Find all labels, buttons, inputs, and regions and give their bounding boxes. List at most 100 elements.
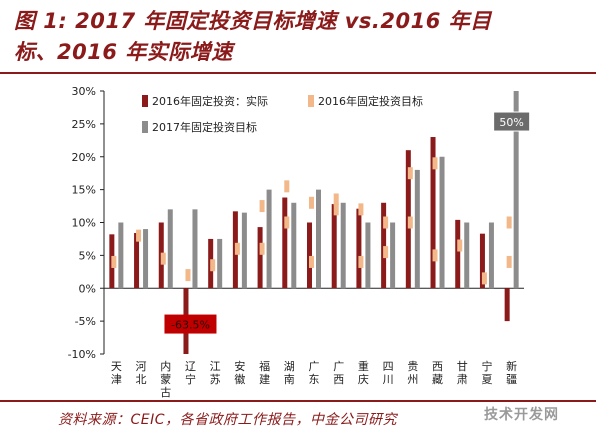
marker-2016-target-e5b9bfe4b89c (309, 255, 314, 268)
marker-2016-target-e6b2b3e58c97 (136, 229, 142, 242)
marker-2016-target-e5a4a9e6b4a5 (111, 255, 117, 268)
marker-2016-target-e9878de5ba86 (358, 255, 364, 268)
y-tick-label: 30% (72, 85, 96, 98)
marker-2016-target-e6b996e58d97 (284, 216, 290, 229)
marker-2016-target-e7a68fe5bbba (259, 242, 265, 255)
bar-2017-target-e6b2b3e58c97 (143, 229, 149, 289)
bar-2016-actual-e696b0e79686 (504, 288, 510, 322)
x-tick-label-e6b996e58d97: 湖 (284, 360, 295, 373)
x-tick-label-e5b9bfe8a5bf: 广 (333, 360, 344, 373)
y-tick-label: 10% (72, 217, 96, 230)
figure-title-line-1: 图 1: 2017 年固定投资目标增速 vs.2016 年目 (14, 9, 492, 33)
marker-2016-target-e5ae81e5a48f (481, 272, 487, 285)
x-tick-label-e8bebde5ae81: 辽 (185, 360, 196, 373)
x-tick-label-e5b9bfe4b89c: 东 (309, 373, 320, 386)
marker-2016-target-e59b9be5b79d (383, 246, 389, 259)
marker-2016-target-extra-e9878de5ba86 (358, 203, 364, 216)
bar-2016-actual-e7a68fe5bbba (257, 227, 263, 289)
x-tick-label-e5b9bfe4b89c: 广 (309, 360, 320, 373)
x-tick-label-e9878de5ba86: 重 (358, 359, 369, 373)
x-tick-label-e5a4a9e6b4a5: 津 (111, 373, 122, 386)
legend-swatch-2 (142, 121, 148, 133)
y-tick-label: -5% (75, 315, 96, 328)
marker-2016-target-extra-e8a5bfe8978f (432, 157, 438, 170)
marker-2016-target-e696b0e79686 (506, 255, 512, 268)
bar-2016-actual-e5b9bfe8a5bf (331, 204, 337, 289)
x-tick-label-e59b9be5b79d: 四 (383, 360, 394, 373)
marker-2016-target-e5b9bfe8a5bf (333, 203, 339, 216)
y-tick-label: 20% (72, 151, 96, 164)
bar-chart: -10%-5%0%5%10%15%20%25%30%天津河北内蒙古辽宁江苏安徽福… (68, 85, 531, 399)
bar-2017-target-e79498e88283 (464, 222, 470, 289)
source-note: 资料来源：CEIC，各省政府工作报告，中金公司研究 (58, 412, 398, 428)
legend-label-0: 2016年固定投资：实际 (152, 94, 268, 108)
x-tick-label-e7a68fe5bbba: 福 (259, 359, 270, 373)
x-tick-label-e6b996e58d97: 南 (284, 373, 295, 386)
legend-label-1: 2016年固定投资目标 (318, 94, 423, 108)
bar-2017-target-e5a4a9e6b4a5 (118, 222, 124, 289)
x-tick-label-e5ae89e5bebd: 徽 (234, 372, 245, 386)
marker-2016-target-e58685e89299e58fa4 (160, 252, 166, 265)
figure-title-line-2: 标、2016 年实际增速 (14, 40, 233, 64)
x-tick-label-e8bebde5ae81: 宁 (185, 372, 196, 386)
bar-2016-actual-e5b9bfe4b89c (307, 222, 312, 289)
x-tick-label-e6b19fe88b8f: 江 (210, 360, 221, 373)
bar-2016-actual-e6b996e58d97 (282, 197, 288, 289)
marker-2016-target-e8b4b5e5b79e (407, 216, 413, 229)
x-tick-label-e79498e88283: 甘 (457, 360, 468, 373)
marker-2016-target-e6b19fe88b8f (210, 259, 216, 272)
marker-2016-target-extra-e5b9bfe8a5bf (333, 193, 339, 206)
x-tick-label-e8a5bfe8978f: 西 (432, 360, 443, 373)
marker-2016-target-extra-e8b4b5e5b79e (407, 167, 413, 180)
x-tick-label-e58685e89299e58fa4: 古 (160, 386, 171, 399)
annotation-label-e696b0e79686: 50% (499, 116, 523, 129)
x-tick-label-e8b4b5e5b79e: 贵 (407, 360, 418, 373)
x-tick-label-e5ae81e5a48f: 宁 (481, 359, 492, 373)
x-tick-label-e5a4a9e6b4a5: 天 (111, 360, 122, 373)
annotation-label-e8bebde5ae81: -63.5% (171, 319, 210, 332)
legend-label-2: 2017年固定投资目标 (152, 120, 257, 134)
bar-2016-actual-e8a5bfe8978f (430, 137, 436, 289)
title-rule (0, 72, 596, 74)
marker-2016-target-extra-e6b996e58d97 (284, 180, 290, 193)
bar-2016-actual-e5ae81e5a48f (479, 233, 485, 289)
bar-2016-actual-e6b2b3e58c97 (134, 233, 140, 289)
x-tick-label-e5ae81e5a48f: 夏 (481, 373, 492, 386)
watermark: 技术开发网 (484, 407, 559, 423)
y-tick-label: 15% (72, 184, 96, 197)
x-tick-label-e8b4b5e5b79e: 州 (407, 373, 418, 386)
bar-2016-actual-e59b9be5b79d (381, 202, 387, 289)
x-tick-label-e79498e88283: 肃 (457, 373, 468, 386)
x-tick-label-e7a68fe5bbba: 建 (259, 372, 270, 386)
x-tick-label-e59b9be5b79d: 川 (383, 373, 394, 386)
annotation-box-e696b0e79686 (493, 111, 531, 132)
bar-2017-target-e8a5bfe8978f (439, 156, 445, 289)
x-tick-label-e6b19fe88b8f: 苏 (210, 373, 221, 386)
bar-2017-target-e8b4b5e5b79e (414, 169, 420, 289)
legend-swatch-0 (142, 95, 148, 107)
bar-2017-target-e7a68fe5bbba (266, 189, 272, 289)
annotation-box-e8bebde5ae81 (164, 314, 217, 334)
bar-2017-target-e59b9be5b79d (390, 222, 396, 289)
x-tick-label-e6b2b3e58c97: 北 (136, 373, 147, 386)
marker-2016-target-extra-e5b9bfe4b89c (309, 196, 314, 209)
x-tick-label-e5b9bfe8a5bf: 西 (333, 373, 344, 386)
x-tick-label-e696b0e79686: 新 (506, 359, 517, 373)
bar-2017-target-e696b0e79686 (513, 91, 519, 289)
figure-title: 图 1: 2017 年固定投资目标增速 vs.2016 年目 标、2016 年实… (14, 6, 574, 68)
y-tick-label: 5% (79, 249, 96, 262)
bar-2016-actual-e79498e88283 (455, 219, 461, 289)
x-tick-label-e696b0e79686: 疆 (506, 373, 517, 386)
x-tick-label-e5ae89e5bebd: 安 (234, 359, 245, 373)
x-tick-label-e8a5bfe8978f: 藏 (432, 373, 443, 386)
marker-2016-target-extra-e59b9be5b79d (383, 216, 389, 229)
legend-swatch-1 (308, 95, 314, 107)
bar-2017-target-e9878de5ba86 (365, 222, 371, 289)
bar-2017-target-e5b9bfe8a5bf (340, 202, 346, 289)
source-rule (0, 400, 596, 402)
x-tick-label-e9878de5ba86: 庆 (358, 372, 369, 386)
marker-2016-target-e5ae89e5bebd (234, 242, 240, 255)
x-tick-label-e58685e89299e58fa4: 内 (160, 359, 171, 373)
bar-2017-target-e58685e89299e58fa4 (167, 209, 173, 289)
y-tick-label: -10% (68, 348, 96, 361)
